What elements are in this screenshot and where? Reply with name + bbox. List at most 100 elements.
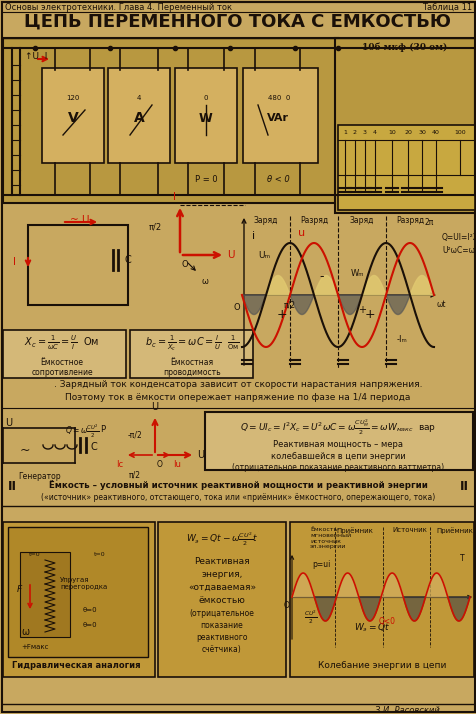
Bar xyxy=(205,412,472,470)
Bar xyxy=(337,125,474,210)
Text: ω: ω xyxy=(201,277,208,286)
Text: π/2: π/2 xyxy=(283,300,296,309)
Text: ω: ω xyxy=(21,627,29,637)
Text: Uₘ: Uₘ xyxy=(258,251,269,259)
Text: ЦЕПЬ ПЕРЕМЕННОГО ТОКА С ЕМКОСТЬЮ: ЦЕПЬ ПЕРЕМЕННОГО ТОКА С ЕМКОСТЬЮ xyxy=(24,13,451,31)
Text: 0: 0 xyxy=(203,95,208,101)
Text: O: O xyxy=(157,460,162,469)
Text: A: A xyxy=(133,111,144,125)
Text: Разряд: Разряд xyxy=(395,216,423,225)
Bar xyxy=(130,330,252,378)
Text: Основы электротехники. Глава 4. Переменный ток: Основы электротехники. Глава 4. Переменн… xyxy=(5,3,232,12)
Text: t=0: t=0 xyxy=(94,552,106,557)
Text: Ёмкость-
мгновенный
источник
эл.энергии: Ёмкость- мгновенный источник эл.энергии xyxy=(309,527,350,549)
Text: 120: 120 xyxy=(66,95,79,101)
Text: 1: 1 xyxy=(342,130,346,135)
Text: $Q=\omega\frac{CU^2}{2}$: $Q=\omega\frac{CU^2}{2}$ xyxy=(65,423,99,440)
Text: Wₘ: Wₘ xyxy=(349,268,363,278)
Text: +: + xyxy=(276,308,287,321)
Text: Гидравлическая аналогия: Гидравлическая аналогия xyxy=(12,661,140,670)
Bar xyxy=(158,522,286,677)
Text: 10б мкф (30 ом): 10б мкф (30 ом) xyxy=(362,42,446,51)
Text: V: V xyxy=(68,111,78,125)
Text: (отрицательное: (отрицательное xyxy=(189,609,254,618)
Text: колебавшейся в цепи энергии: колебавшейся в цепи энергии xyxy=(270,452,405,461)
Text: 30: 30 xyxy=(417,130,425,135)
Text: Реактивная: Реактивная xyxy=(194,557,249,566)
Text: t=0: t=0 xyxy=(29,552,41,557)
Circle shape xyxy=(47,87,99,139)
Text: 4: 4 xyxy=(137,95,141,101)
Text: π/2: π/2 xyxy=(149,223,162,231)
Text: VAr: VAr xyxy=(267,113,288,123)
Text: показание: показание xyxy=(200,621,243,630)
Text: C: C xyxy=(125,255,131,265)
Text: 4: 4 xyxy=(372,130,376,135)
Text: U: U xyxy=(197,450,204,460)
Text: u: u xyxy=(298,228,305,238)
Text: Заряд: Заряд xyxy=(253,216,278,225)
Text: Ёмкость – условный источник реактивной мощности и реактивной энергии: Ёмкость – условный источник реактивной м… xyxy=(49,480,426,490)
Text: Заряд: Заряд xyxy=(349,216,373,225)
Text: θ < 0: θ < 0 xyxy=(266,175,289,184)
Text: Поэтому ток в ёмкости опережает напряжение по фазе на 1/4 периода: Поэтому ток в ёмкости опережает напряжен… xyxy=(65,393,410,402)
Text: i: i xyxy=(252,231,255,241)
Text: 2: 2 xyxy=(352,130,356,135)
Text: 10: 10 xyxy=(387,130,395,135)
Text: O: O xyxy=(233,303,239,312)
Text: 100: 100 xyxy=(453,130,465,135)
Text: Приёмник: Приёмник xyxy=(336,527,373,534)
Text: θ=0: θ=0 xyxy=(82,607,97,613)
Text: Ёмкостное
сопротивление: Ёмкостное сопротивление xyxy=(31,358,93,378)
Text: 3: 3 xyxy=(362,130,366,135)
Text: U: U xyxy=(5,418,12,428)
Text: U: U xyxy=(227,250,234,260)
Text: Q<0: Q<0 xyxy=(378,617,395,626)
Text: Генератор: Генератор xyxy=(18,472,60,481)
Text: реактивного: реактивного xyxy=(196,633,247,642)
Text: Реактивная мощность – мера: Реактивная мощность – мера xyxy=(272,440,402,449)
Text: ~: ~ xyxy=(20,443,30,456)
Text: -π/2: -π/2 xyxy=(128,431,142,440)
Text: Таблица 11: Таблица 11 xyxy=(421,3,471,12)
Text: Упругая
перегородка: Упругая перегородка xyxy=(60,577,107,590)
Text: ёмкостью: ёмкостью xyxy=(198,596,245,605)
Text: $X_c=\frac{1}{\omega C}=\frac{U}{I}$  Ом: $X_c=\frac{1}{\omega C}=\frac{U}{I}$ Ом xyxy=(24,334,99,352)
Text: -: - xyxy=(319,271,324,283)
Text: I: I xyxy=(173,192,176,202)
Text: $Q=UI_c=I^2X_c=U^2\omega C=\omega\frac{CU_M^2}{2}=\omega W_{макс}$  вар: $Q=UI_c=I^2X_c=U^2\omega C=\omega\frac{C… xyxy=(239,418,435,438)
Bar xyxy=(20,552,70,637)
Text: θ=0: θ=0 xyxy=(82,622,97,628)
Text: C: C xyxy=(91,442,98,452)
Text: P = 0: P = 0 xyxy=(194,175,217,184)
Text: счётчика): счётчика) xyxy=(202,645,241,654)
Text: U: U xyxy=(151,402,158,412)
Text: 40: 40 xyxy=(431,130,439,135)
Text: Колебание энергии в цепи: Колебание энергии в цепи xyxy=(317,661,445,670)
Text: $W_э = Qt - \omega\frac{CU^2}{2}t$: $W_э = Qt - \omega\frac{CU^2}{2}t$ xyxy=(186,530,258,548)
Bar xyxy=(108,68,169,163)
Text: 20: 20 xyxy=(403,130,411,135)
Text: +: + xyxy=(364,308,375,321)
Bar xyxy=(42,68,104,163)
Text: W: W xyxy=(198,111,212,124)
Text: $\frac{CU^2}{2}$: $\frac{CU^2}{2}$ xyxy=(303,609,317,626)
Text: (отрицательное показание реактивного ваттметра): (отрицательное показание реактивного ват… xyxy=(231,463,443,472)
Text: 2π: 2π xyxy=(424,218,433,227)
Text: II: II xyxy=(8,480,17,493)
Text: З.И. Расовский: З.И. Расовский xyxy=(374,706,439,714)
Text: -Iₘ: -Iₘ xyxy=(396,336,407,344)
Bar xyxy=(8,527,148,657)
Text: π/2: π/2 xyxy=(129,471,141,480)
Text: O: O xyxy=(284,601,289,610)
Text: Источник: Источник xyxy=(392,527,426,533)
Text: . Зарядный ток конденсатора зависит от скорости нарастания напряжения.: . Зарядный ток конденсатора зависит от с… xyxy=(54,380,421,389)
Text: «отдаваемая»: «отдаваемая» xyxy=(188,583,256,592)
Bar xyxy=(3,38,337,203)
Bar xyxy=(3,330,126,378)
Text: O: O xyxy=(182,260,188,269)
Text: t: t xyxy=(475,593,476,601)
Text: +Fмакс: +Fмакс xyxy=(21,644,49,650)
Text: Q=UI=I²Xc=: Q=UI=I²Xc= xyxy=(441,233,476,242)
Bar xyxy=(242,68,317,163)
